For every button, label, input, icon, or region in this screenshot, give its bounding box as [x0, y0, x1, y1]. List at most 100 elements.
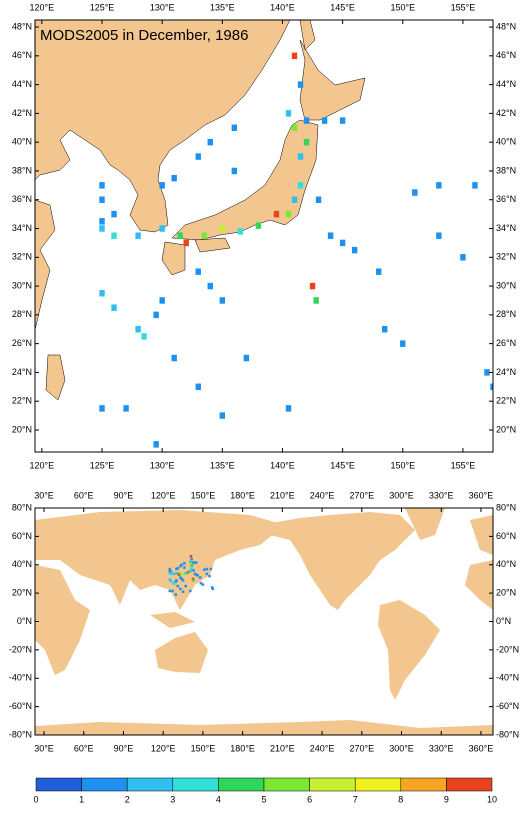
y-tick-label: 34°N: [12, 223, 32, 233]
observation-cell: [202, 568, 206, 571]
y-tick-label: -40°N: [496, 673, 519, 683]
x-tick-label: 30°E: [34, 490, 54, 500]
observation-cell: [179, 576, 182, 579]
x-tick-label: 130°E: [150, 460, 175, 470]
observation-cell: [210, 586, 214, 589]
observation-cell: [205, 567, 209, 571]
y-tick-label: 40°N: [12, 559, 32, 569]
y-tick-label: 38°N: [496, 165, 516, 175]
observation-cell: [171, 174, 177, 182]
observation-cell: [327, 232, 334, 239]
y-tick-label: 44°N: [496, 79, 516, 89]
observation-cell: [171, 589, 174, 593]
x-tick-label: 145°E: [330, 460, 355, 470]
y-tick-label: 80°N: [12, 502, 32, 512]
observation-cell: [99, 405, 105, 412]
y-tick-label: 60°N: [12, 531, 32, 541]
observation-cell: [181, 590, 185, 593]
y-tick-label: 32°N: [496, 252, 516, 262]
observation-cell: [174, 580, 177, 584]
colorbar-segment: [354, 777, 402, 792]
x-tick-label: 270°E: [349, 743, 374, 753]
observation-cell: [297, 182, 304, 189]
observation-cell: [171, 354, 177, 362]
y-tick-label: 34°N: [496, 223, 516, 233]
y-tick-label: 20°N: [496, 588, 516, 598]
colorbar-label: 7: [353, 794, 358, 804]
observation-cell: [195, 561, 198, 564]
regional-observations: [99, 52, 493, 448]
observation-cell: [176, 584, 179, 588]
observation-cell: [169, 570, 173, 574]
colorbar-segment: [81, 777, 128, 792]
colorbar-segment: [263, 777, 310, 792]
observation-cell: [181, 579, 185, 582]
y-tick-label: -60°N: [496, 701, 519, 711]
colorbar-segment: [172, 777, 219, 792]
x-tick-label: 270°E: [349, 490, 374, 500]
observation-cell: [460, 254, 466, 261]
x-tick-label: 150°E: [191, 490, 216, 500]
y-tick-label: -80°N: [496, 729, 519, 739]
observation-cell: [111, 304, 117, 311]
y-tick-label: 0°N: [17, 616, 32, 626]
observation-cell: [297, 81, 304, 88]
observation-cell: [303, 117, 310, 124]
observation-cell: [159, 297, 165, 304]
colorbar-label: 6: [307, 794, 312, 804]
regional-land: [35, 20, 366, 401]
y-tick-label: 30°N: [496, 280, 516, 290]
observation-cell: [99, 182, 105, 189]
observation-cell: [175, 572, 178, 575]
x-tick-label: 300°E: [389, 743, 414, 753]
observation-cell: [179, 572, 183, 576]
colorbar-segment: [35, 777, 82, 792]
observation-cell: [123, 405, 129, 412]
observation-cell: [168, 569, 172, 572]
observation-cell: [99, 218, 105, 225]
observation-cell: [180, 577, 183, 581]
x-tick-label: 120°E: [30, 460, 55, 470]
observation-cell: [205, 572, 209, 576]
observation-cell: [179, 587, 182, 591]
x-tick-label: 330°E: [429, 743, 454, 753]
y-tick-label: 0°N: [496, 616, 511, 626]
y-tick-label: 46°N: [12, 50, 32, 60]
observation-cell: [484, 369, 490, 376]
y-tick-label: 20°N: [12, 424, 32, 434]
y-tick-label: 22°N: [12, 396, 32, 406]
x-tick-label: 300°E: [389, 490, 414, 500]
colorbar-label: 4: [216, 794, 221, 804]
observation-cell: [198, 576, 202, 579]
observation-cell: [99, 196, 105, 203]
observation-cell: [211, 587, 215, 591]
colorbar-label: 8: [398, 794, 403, 804]
x-tick-label: 140°E: [270, 460, 295, 470]
observation-cell: [168, 578, 172, 581]
observation-cell: [436, 182, 442, 189]
observation-cell: [168, 572, 172, 575]
colorbar-label: 1: [79, 794, 84, 804]
observation-cell: [207, 282, 213, 290]
observation-cell: [192, 569, 195, 572]
x-tick-label: 30°E: [34, 743, 54, 753]
observation-cell: [219, 225, 226, 232]
global-land: [35, 508, 493, 735]
colorbar-label: 2: [125, 794, 130, 804]
y-tick-label: 42°N: [12, 108, 32, 118]
observation-cell: [111, 210, 117, 218]
observation-cell: [321, 117, 328, 124]
y-tick-label: 24°N: [496, 367, 516, 377]
observation-cell: [176, 567, 179, 570]
y-tick-label: 38°N: [12, 165, 32, 175]
observation-cell: [172, 572, 176, 576]
y-tick-label: 40°N: [496, 137, 516, 147]
observation-cell: [191, 577, 195, 581]
observation-cell: [193, 572, 197, 576]
colorbar-segment: [446, 777, 493, 792]
observation-cell: [207, 138, 213, 146]
x-tick-label: 120°E: [30, 2, 55, 12]
observation-cell: [412, 189, 418, 196]
x-tick-label: 125°E: [90, 2, 115, 12]
observation-cell: [183, 239, 189, 247]
